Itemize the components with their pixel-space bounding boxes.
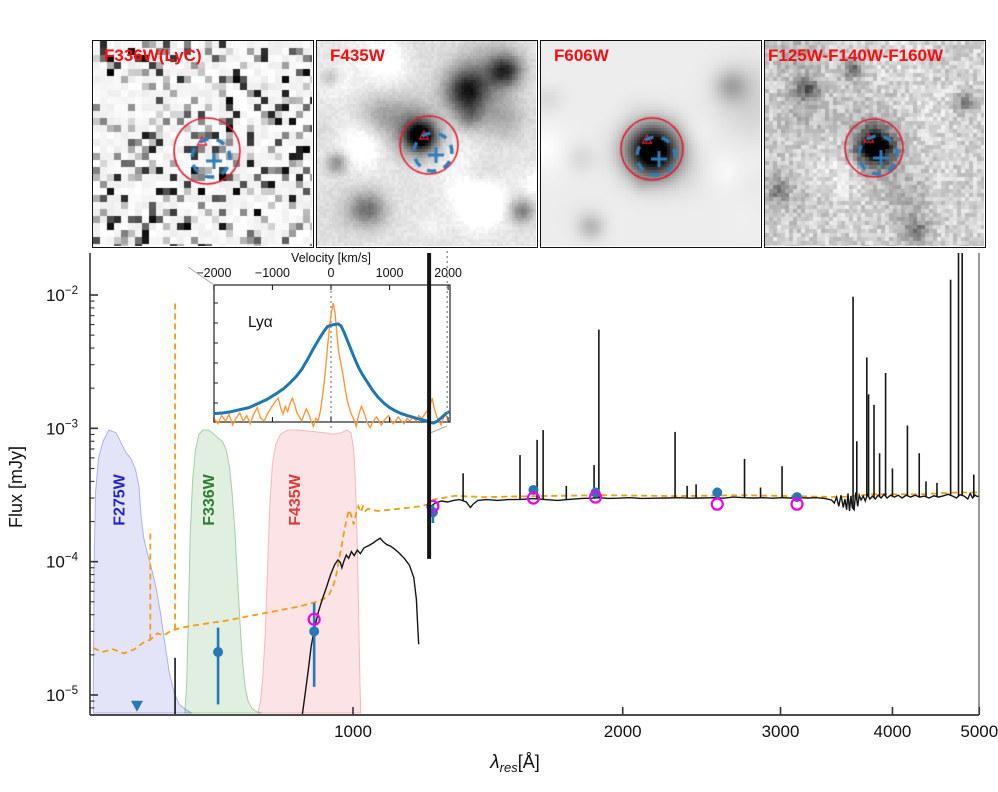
inset-velocity-tick-label: −2000 (196, 266, 231, 280)
inset-title: Velocity [km/s] (291, 251, 371, 265)
cutout-panel-f435w (316, 40, 538, 248)
observed-spectrum-line (430, 491, 980, 512)
inset-frame (213, 284, 451, 423)
cutout-label-f435w: F435W (330, 46, 385, 65)
x-tick-label: 1000 (334, 722, 372, 741)
cutout-image-f435w (317, 41, 536, 246)
filter-band-f275w (92, 429, 193, 714)
photometry-point (712, 487, 723, 498)
axes: 10−2 10−3 10−4 10−5 1000 2000 3000 4000 5000 (46, 253, 998, 741)
filter-bands: F275W F336W F435W (92, 429, 362, 714)
upper-limit-marker (130, 700, 143, 712)
emission-lines (462, 253, 975, 509)
filter-band-f435w (257, 429, 362, 714)
inset-velocity-tick-label: 1000 (376, 266, 404, 280)
cutout-panel-f606w (540, 40, 762, 248)
y-tick-label: 10−5 (46, 685, 78, 705)
y-axis-label: Flux [mJy] (6, 446, 26, 528)
x-tick-label: 4000 (874, 722, 912, 741)
model-photometry-point (307, 612, 321, 626)
photometry-point (213, 647, 224, 658)
observed-spectrum (174, 491, 980, 715)
inset-velocity-tick-label: 0 (328, 266, 335, 280)
cutout-label-f125w-f140w-f160w: F125W-F140W-F160W (768, 46, 944, 65)
photometry-point (309, 626, 320, 637)
model-photometry-point (710, 497, 724, 511)
inset-connector-line (187, 266, 215, 286)
x-tick-label: 2000 (604, 722, 642, 741)
inset-connector-line (428, 425, 448, 434)
y-tick-label: 10−3 (46, 418, 78, 438)
cutout-label-f606w: F606W (554, 46, 609, 65)
filter-label-f435w: F435W (287, 473, 304, 525)
cutout-image-f125w-f140w-f160w (765, 41, 984, 246)
filter-label-f275w: F275W (112, 473, 129, 525)
model-sed-line (92, 491, 980, 655)
inset-line-label: Lyα (248, 314, 273, 331)
filter-band-f336w (184, 429, 262, 714)
x-axis-label: λres[Å] (489, 752, 539, 775)
inset-observed-lya-profile (213, 302, 449, 430)
inset-smoothed-lya-profile (213, 322, 451, 425)
y-tick-label: 10−2 (46, 285, 78, 305)
x-tick-label: 3000 (762, 722, 800, 741)
cutout-panel-f125w-f140w-f160w (764, 40, 986, 248)
cutout-image-f606w (541, 41, 760, 246)
cutout-label-f336w-lyc: F336W(LyC) (104, 46, 202, 65)
inset-velocity-tick-label: −1000 (255, 266, 290, 280)
inset-velocity-tick-label: 2000 (434, 266, 462, 280)
model-photometry-point (588, 490, 603, 504)
cutout-image-f336w-lyc (93, 41, 312, 246)
observed-spectrum-line (301, 537, 420, 715)
inset-lya-panel: −2000 −1000 0 1000 2000 Velocity [km/s] Lyα (187, 251, 462, 434)
filter-label-f336w: F336W (201, 473, 218, 525)
x-tick-label: 5000 (960, 722, 998, 741)
model-sed (92, 301, 980, 655)
model-photometry-point (790, 497, 804, 511)
y-tick-label: 10−4 (46, 552, 79, 572)
model-photometry-point (526, 491, 541, 505)
cutout-panel-f336w-lyc (92, 40, 314, 248)
